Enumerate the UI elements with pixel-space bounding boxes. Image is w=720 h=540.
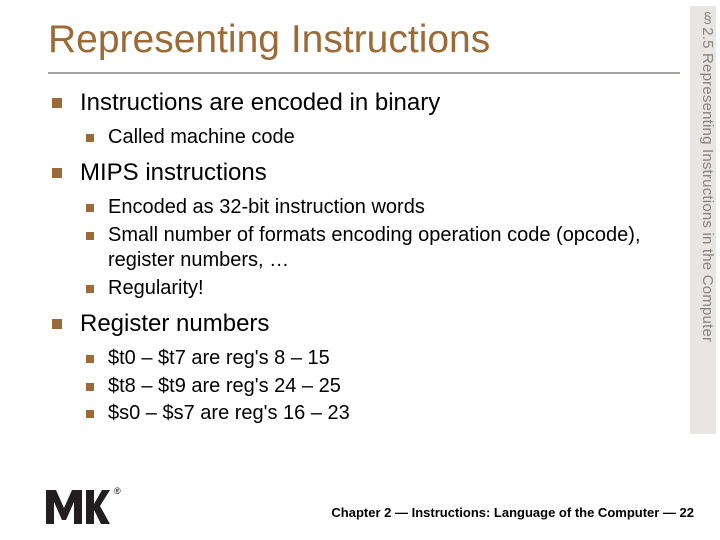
registered-mark: ® (114, 486, 121, 496)
list-item: Called machine code (80, 125, 676, 151)
list-item: Register numbers $t0 – $t7 are reg's 8 –… (48, 309, 676, 427)
list-item: Instructions are encoded in binary Calle… (48, 88, 676, 150)
sub-list: $t0 – $t7 are reg's 8 – 15 $t8 – $t9 are… (80, 346, 676, 427)
slide-footer: Chapter 2 — Instructions: Language of th… (331, 505, 694, 520)
list-item-text: Called machine code (108, 126, 295, 148)
slide-title: Representing Instructions (48, 18, 680, 62)
list-item-text: Register numbers (80, 310, 269, 337)
list-item: $t0 – $t7 are reg's 8 – 15 (80, 346, 676, 372)
slide: §2.5 Representing Instructions in the Co… (0, 0, 720, 540)
list-item-text: Encoded as 32-bit instruction words (108, 196, 425, 218)
publisher-logo (44, 486, 110, 526)
section-label: §2.5 Representing Instructions in the Co… (690, 6, 716, 434)
bullet-list: Instructions are encoded in binary Calle… (48, 88, 676, 427)
sub-list: Called machine code (80, 125, 676, 151)
list-item-text: $t8 – $t9 are reg's 24 – 25 (108, 375, 341, 397)
list-item-text: Instructions are encoded in binary (80, 89, 440, 116)
list-item-text: $t0 – $t7 are reg's 8 – 15 (108, 347, 330, 369)
sub-list: Encoded as 32-bit instruction words Smal… (80, 195, 676, 301)
list-item: $s0 – $s7 are reg's 16 – 23 (80, 401, 676, 427)
list-item-text: $s0 – $s7 are reg's 16 – 23 (108, 402, 350, 424)
list-item-text: Small number of formats encoding operati… (108, 224, 641, 272)
list-item-text: Regularity! (108, 277, 204, 299)
list-item: Regularity! (80, 276, 676, 302)
slide-content: Instructions are encoded in binary Calle… (48, 88, 676, 435)
list-item: MIPS instructions Encoded as 32-bit inst… (48, 158, 676, 301)
list-item: Small number of formats encoding operati… (80, 223, 676, 274)
list-item-text: MIPS instructions (80, 159, 267, 186)
list-item: Encoded as 32-bit instruction words (80, 195, 676, 221)
list-item: $t8 – $t9 are reg's 24 – 25 (80, 374, 676, 400)
title-container: Representing Instructions (48, 18, 680, 74)
